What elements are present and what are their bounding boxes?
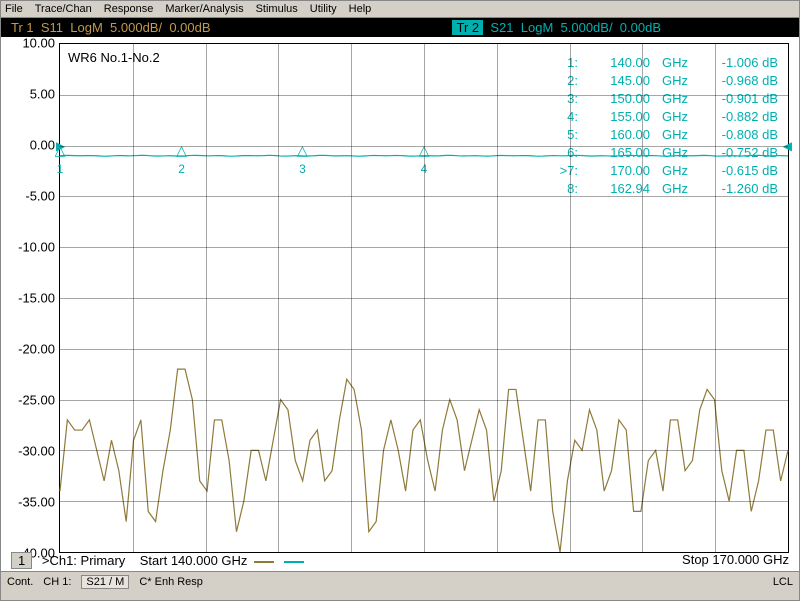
plot-area: 10.00 5.00 0.00 -5.00 -10.00 -15.00 -20.00 -25.… <box>1 37 799 571</box>
menu-file[interactable]: File <box>5 3 23 15</box>
status-lcl: LCL <box>773 576 793 588</box>
menu-utility[interactable]: Utility <box>310 3 337 15</box>
menu-help[interactable]: Help <box>349 3 372 15</box>
marker-row: 3:150.00GHz-0.901 dB <box>552 90 778 108</box>
menubar: File Trace/Chan Response Marker/Analysis… <box>1 1 799 18</box>
marker-row: 2:145.00GHz-0.968 dB <box>552 72 778 90</box>
marker-triangle[interactable]: △ <box>297 142 308 159</box>
start-freq: Start 140.000 GHz <box>140 553 248 568</box>
y-tick-label: 0.00 <box>30 138 55 153</box>
marker-number: 3 <box>299 162 306 176</box>
marker-row: 6:165.00GHz-0.752 dB <box>552 144 778 162</box>
chart-grid[interactable]: WR6 No.1-No.2 1:140.00GHz-1.006 dB2:145.… <box>59 43 789 553</box>
menu-stimulus[interactable]: Stimulus <box>256 3 298 15</box>
y-tick-label: -10.00 <box>18 240 55 255</box>
y-tick-label: -20.00 <box>18 342 55 357</box>
marker-triangle[interactable]: △ <box>176 142 187 159</box>
menu-response[interactable]: Response <box>104 3 154 15</box>
marker-row: 4:155.00GHz-0.882 dB <box>552 108 778 126</box>
y-tick-label: -25.00 <box>18 393 55 408</box>
trace1-label[interactable]: Tr 1 S11 LogM 5.000dB/ 0.00dB <box>11 20 211 35</box>
channel-line: >Ch1: Primary <box>42 553 125 568</box>
marker-number: 1 <box>57 162 64 176</box>
y-tick-label: -30.00 <box>18 444 55 459</box>
marker-row: 1:140.00GHz-1.006 dB <box>552 54 778 72</box>
marker-triangle[interactable]: △ <box>55 142 66 159</box>
stop-freq: Stop 170.000 GHz <box>682 552 789 567</box>
trace2-label[interactable]: Tr 2 S21 LogM 5.000dB/ 0.00dB <box>452 20 661 35</box>
status-ch: CH 1: <box>43 576 71 588</box>
y-axis-labels: 10.00 5.00 0.00 -5.00 -10.00 -15.00 -20.00 -25.… <box>1 37 59 571</box>
y-tick-label: -5.00 <box>25 189 55 204</box>
statusbar: Cont. CH 1: S21 / M C* Enh Resp LCL <box>1 571 799 591</box>
trace-header: Tr 1 S11 LogM 5.000dB/ 0.00dB Tr 2 S21 L… <box>1 18 799 37</box>
channel-info: 1 >Ch1: Primary Start 140.000 GHz Stop 1… <box>1 552 799 571</box>
plot-title-note: WR6 No.1-No.2 <box>68 50 160 65</box>
status-meas[interactable]: S21 / M <box>81 575 129 589</box>
marker-row: >7:170.00GHz-0.615 dB <box>552 162 778 180</box>
y-tick-label: 5.00 <box>30 87 55 102</box>
menu-tracechan[interactable]: Trace/Chan <box>35 3 92 15</box>
marker-table: 1:140.00GHz-1.006 dB2:145.00GHz-0.968 dB… <box>552 54 778 198</box>
status-cont: Cont. <box>7 576 33 588</box>
status-corr: C* Enh Resp <box>139 576 203 588</box>
channel-tab[interactable]: 1 <box>11 552 32 569</box>
marker-row: 8:162.94GHz-1.260 dB <box>552 180 778 198</box>
y-tick-label: -35.00 <box>18 495 55 510</box>
menu-marker[interactable]: Marker/Analysis <box>165 3 243 15</box>
marker-number: 2 <box>178 162 185 176</box>
marker-row: 5:160.00GHz-0.808 dB <box>552 126 778 144</box>
y-tick-label: -15.00 <box>18 291 55 306</box>
y-tick-label: 10.00 <box>22 36 55 51</box>
